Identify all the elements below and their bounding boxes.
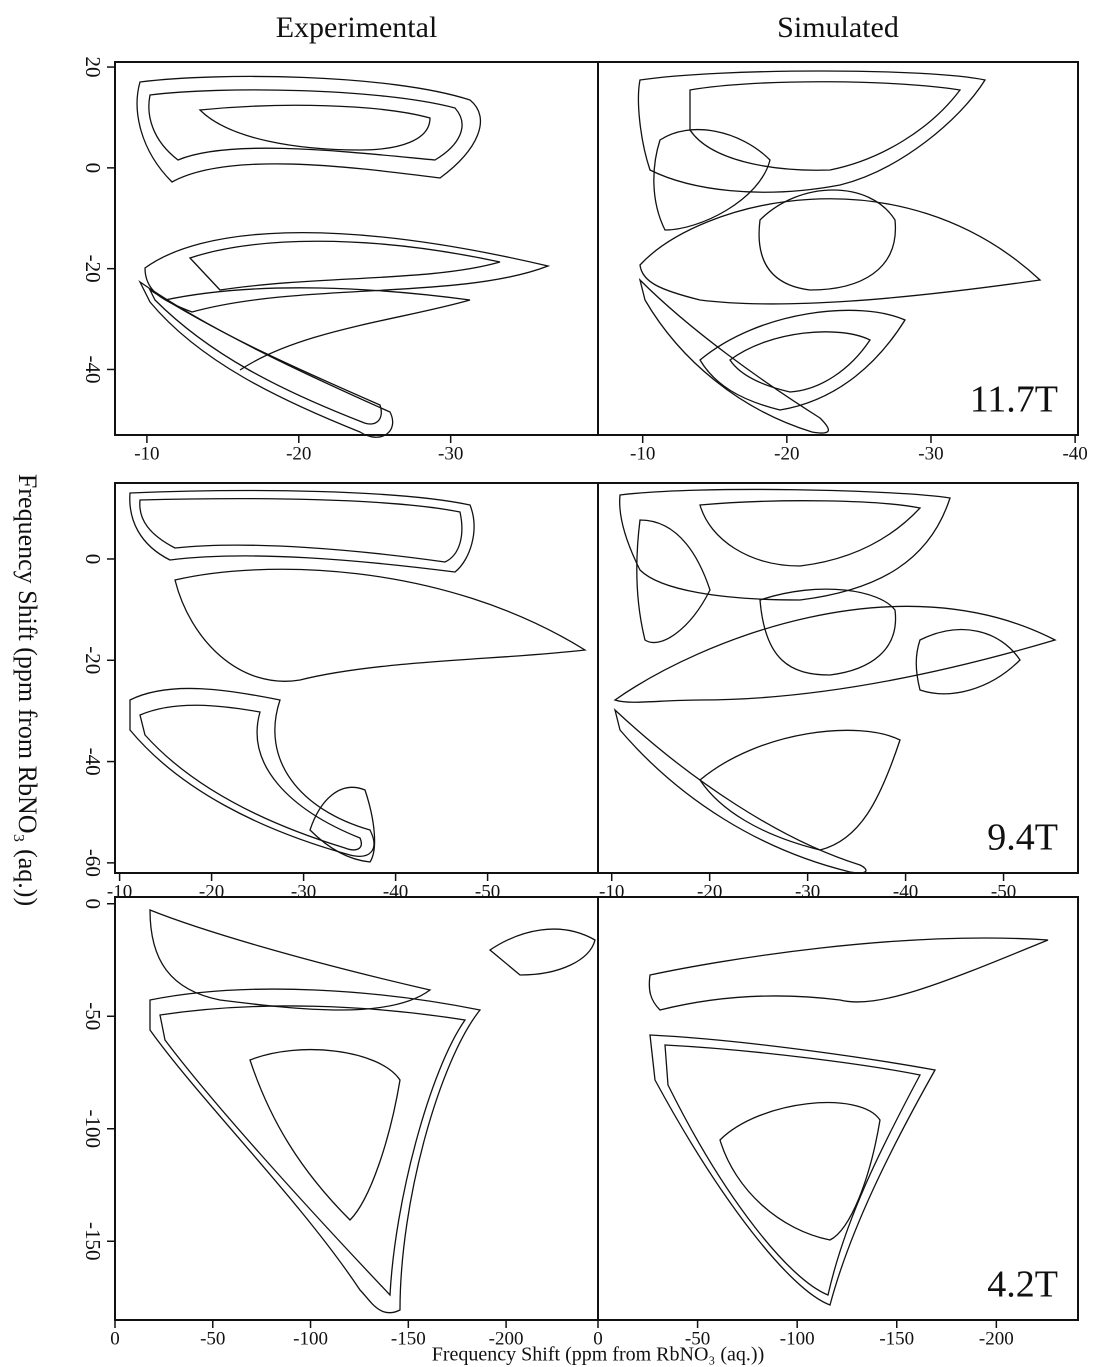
y-tick-label: -60 [81,849,105,877]
x-tick-label: -10 [630,443,655,464]
x-tick-label: -40 [1062,443,1087,464]
x-tick-label: -100 [293,1328,328,1349]
column-title: Simulated [777,11,899,44]
x-tick-label: -10 [134,443,159,464]
y-tick-label: -50 [81,1002,105,1030]
y-tick-label: 0 [81,899,105,910]
x-tick-label: -20 [286,443,311,464]
contours-exp-4-2 [149,909,596,1314]
x-tick-label: -200 [979,1328,1014,1349]
y-tick-label: -40 [81,355,105,383]
x-tick-label: -150 [879,1328,914,1349]
x-tick-label: -100 [780,1328,815,1349]
x-tick-label: -30 [291,881,316,902]
contours-sim-11-7 [637,70,1042,434]
y-tick-label: -150 [81,1222,105,1261]
y-tick-label: 20 [81,57,105,78]
field-label: 9.4T [987,817,1058,859]
y-tick-label: -100 [81,1110,105,1149]
x-tick-label: -50 [475,881,500,902]
x-tick-label: -150 [391,1328,426,1349]
x-tick-label: -30 [438,443,463,464]
x-tick-label: -20 [199,881,224,902]
x-tick-label: -30 [918,443,943,464]
field-label: 4.2T [987,1264,1058,1306]
x-tick-label: -50 [685,1328,710,1349]
column-title: Experimental [276,11,438,44]
y-tick-label: -20 [81,255,105,283]
x-tick-label: -40 [893,881,918,902]
x-tick-label: -50 [991,881,1016,902]
x-tick-label: -50 [200,1328,225,1349]
y-tick-label: -40 [81,748,105,776]
y-tick-label: -20 [81,646,105,674]
plot-frame [597,482,1079,874]
plot-frame [597,896,1079,1321]
x-tick-label: 0 [593,1328,603,1349]
x-tick-label: -10 [599,881,624,902]
y-tick-label: 0 [81,554,105,565]
contours-sim-4-2 [648,937,1049,1306]
y-axis-label: Frequency Shift (ppm from RbNO₃ (aq.)) [13,474,42,906]
plot-frame [597,61,1079,436]
x-tick-label: -40 [383,881,408,902]
x-tick-label: -200 [489,1328,524,1349]
x-tick-label: -10 [107,881,132,902]
contours-exp-11-7 [136,75,551,438]
y-tick-label: 0 [81,163,105,174]
field-label: 11.7T [970,379,1058,421]
x-tick-label: -20 [697,881,722,902]
contours-exp-9-4 [129,489,587,863]
x-axis-label: Frequency Shift (ppm from RbNO₃ (aq.)) [432,1344,764,1366]
x-tick-label: -30 [795,881,820,902]
x-tick-label: -20 [774,443,799,464]
x-tick-label: 0 [110,1328,120,1349]
contours-sim-9-4 [613,488,1057,874]
